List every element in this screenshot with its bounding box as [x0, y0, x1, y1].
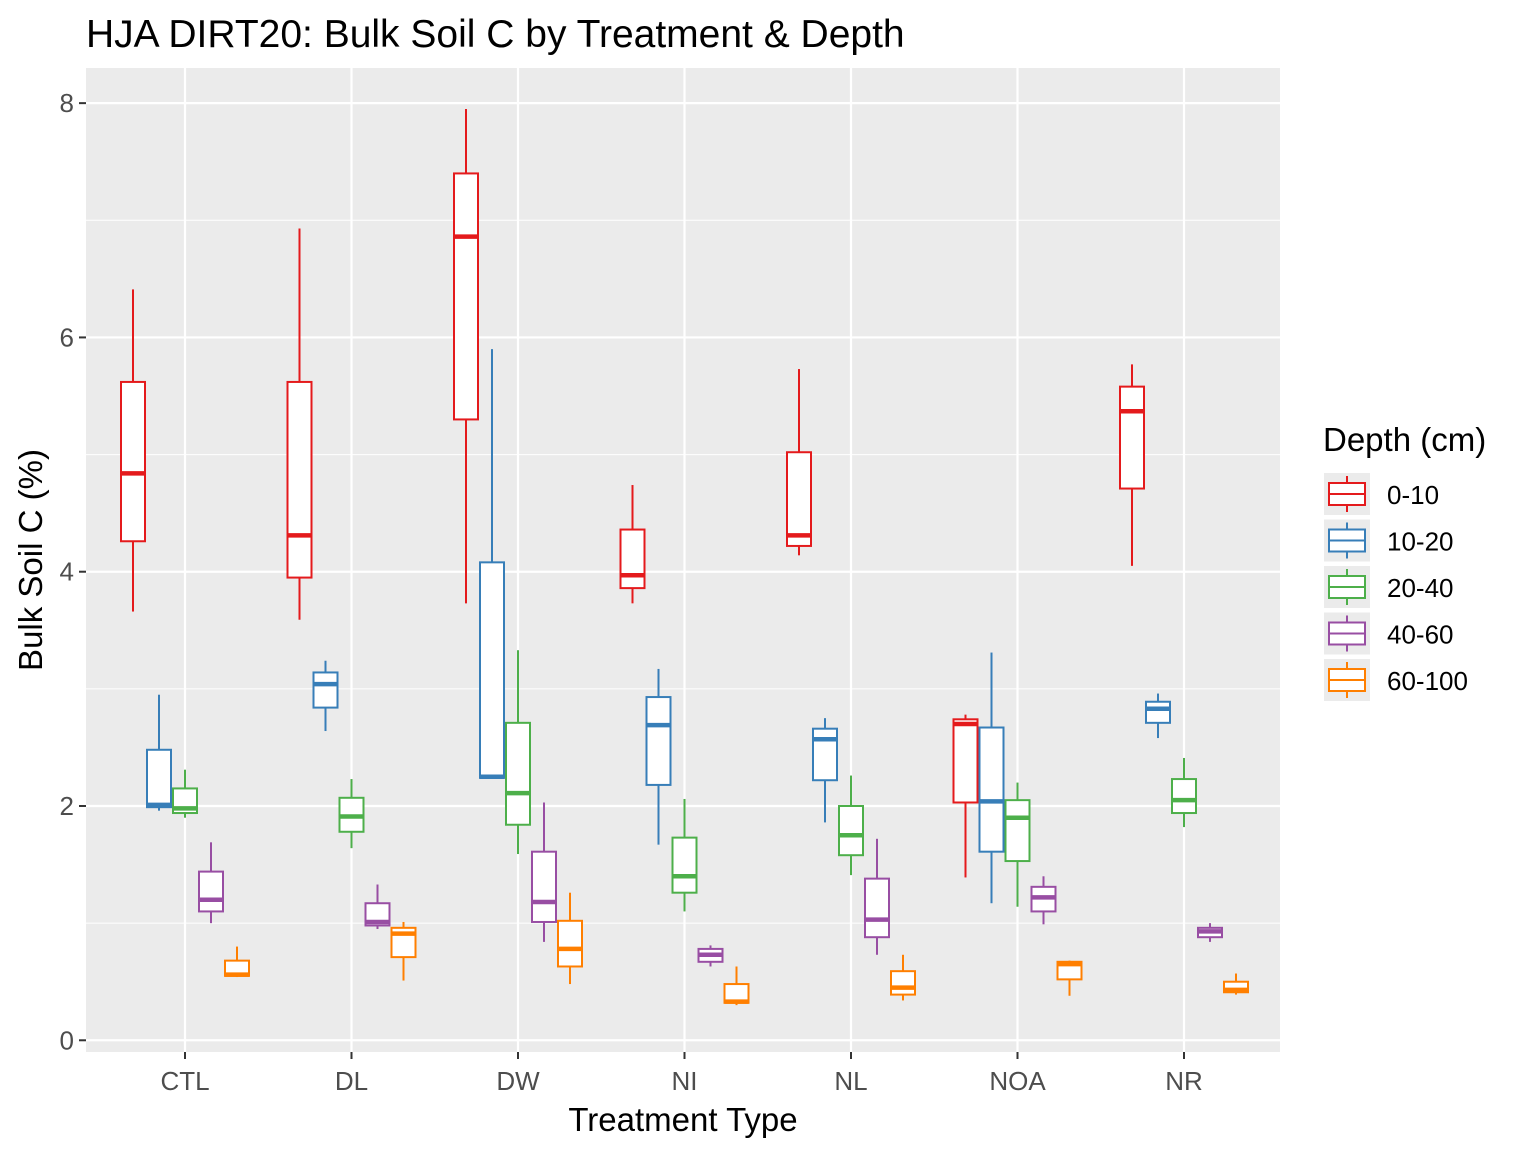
- box-iqr: [890, 970, 916, 996]
- box-iqr: [479, 561, 505, 779]
- x-tick-label: NR: [1165, 1066, 1203, 1096]
- box-iqr: [786, 451, 812, 547]
- box-CTL-60-100: [224, 946, 250, 978]
- x-axis: CTL DL DW NI NL NOA NR: [160, 1052, 1203, 1096]
- box-iqr: [1171, 778, 1197, 815]
- x-tick-label: NI: [672, 1066, 698, 1096]
- legend-label: 0-10: [1387, 480, 1439, 510]
- y-axis-label: Bulk Soil C (%): [12, 449, 49, 671]
- box-DL-40-60: [364, 884, 391, 929]
- box-NOA-60-100: [1056, 960, 1083, 996]
- box-iqr: [531, 850, 557, 923]
- legend-item-10-20: 10-20: [1324, 519, 1454, 562]
- box-DW-10-20: [479, 349, 505, 779]
- y-tick-label: 6: [60, 322, 74, 352]
- box-NOA-0-10: [952, 714, 979, 878]
- box-NR-10-20: [1145, 693, 1171, 739]
- box-iqr: [1145, 700, 1171, 724]
- box-NI-40-60: [697, 945, 724, 967]
- box-NI-0-10: [619, 485, 646, 604]
- box-iqr: [146, 748, 172, 809]
- box-DL-60-100: [390, 921, 417, 981]
- box-NL-20-40: [838, 775, 864, 876]
- box-NL-0-10: [786, 369, 812, 556]
- box-iqr: [671, 836, 698, 894]
- box-iqr: [505, 721, 531, 826]
- y-tick-label: 0: [60, 1025, 74, 1055]
- box-NI-20-40: [671, 798, 698, 912]
- box-NI-10-20: [645, 668, 672, 845]
- box-iqr: [864, 877, 890, 939]
- x-tick-label: DL: [335, 1066, 368, 1096]
- y-axis: 0 2 4 6 8: [60, 88, 86, 1055]
- plot-panel: [86, 68, 1280, 1052]
- box-iqr: [952, 718, 979, 804]
- box-iqr: [1004, 799, 1031, 863]
- box-NR-20-40: [1171, 757, 1197, 828]
- x-tick-label: DW: [496, 1066, 540, 1096]
- legend-item-20-40: 20-40: [1324, 566, 1454, 608]
- box-DW-0-10: [453, 109, 479, 604]
- box-iqr: [645, 696, 672, 786]
- box-iqr: [1223, 980, 1249, 994]
- box-NOA-40-60: [1030, 876, 1057, 925]
- chart-title: HJA DIRT20: Bulk Soil C by Treatment & D…: [86, 13, 905, 56]
- box-NL-40-60: [864, 838, 890, 955]
- x-axis-label: Treatment Type: [568, 1101, 797, 1138]
- legend-label: 40-60: [1387, 620, 1454, 650]
- legend-title: Depth (cm): [1323, 421, 1486, 458]
- box-NR-60-100: [1223, 973, 1249, 995]
- boxplot-marks: [120, 109, 1249, 1006]
- box-iqr: [120, 380, 146, 543]
- box-iqr: [453, 172, 479, 421]
- legend-label: 20-40: [1387, 573, 1454, 603]
- x-tick-label: NOA: [989, 1066, 1046, 1096]
- box-CTL-0-10: [120, 289, 146, 612]
- legend: Depth (cm) 0-10 10-20 20-40 40-60 60-100: [1323, 421, 1486, 701]
- box-NL-60-100: [890, 954, 916, 1001]
- box-iqr: [286, 380, 313, 579]
- box-DW-40-60: [531, 802, 557, 942]
- y-tick-label: 4: [60, 557, 74, 587]
- box-iqr: [198, 870, 224, 913]
- legend-item-0-10: 0-10: [1324, 473, 1439, 515]
- x-tick-label: CTL: [160, 1066, 209, 1096]
- box-iqr: [978, 726, 1005, 853]
- box-CTL-40-60: [198, 842, 224, 924]
- box-NR-40-60: [1197, 923, 1223, 942]
- legend-label: 10-20: [1387, 527, 1454, 557]
- box-NOA-10-20: [978, 652, 1005, 904]
- legend-item-60-100: 60-100: [1324, 659, 1468, 701]
- legend-item-40-60: 40-60: [1324, 612, 1454, 655]
- box-NI-60-100: [723, 966, 750, 1006]
- legend-items: 0-10 10-20 20-40 40-60 60-100: [1324, 473, 1468, 701]
- box-CTL-20-40: [172, 769, 198, 818]
- box-iqr: [1119, 385, 1145, 490]
- box-NR-0-10: [1119, 364, 1145, 566]
- box-iqr: [312, 671, 339, 709]
- box-DW-60-100: [557, 892, 583, 985]
- box-iqr: [619, 528, 646, 590]
- legend-label: 60-100: [1387, 666, 1468, 696]
- box-iqr: [812, 727, 838, 782]
- box-DW-20-40: [505, 650, 531, 855]
- y-tick-label: 8: [60, 88, 74, 118]
- box-DL-10-20: [312, 660, 339, 732]
- box-NOA-20-40: [1004, 782, 1031, 907]
- x-tick-label: NL: [834, 1066, 867, 1096]
- box-CTL-10-20: [146, 694, 172, 811]
- box-iqr: [557, 919, 583, 968]
- box-DL-0-10: [286, 228, 313, 620]
- box-NL-10-20: [812, 718, 838, 823]
- box-DL-20-40: [338, 779, 365, 849]
- y-tick-label: 2: [60, 791, 74, 821]
- box-iqr: [838, 805, 864, 857]
- minor-gridlines: [86, 219, 1280, 924]
